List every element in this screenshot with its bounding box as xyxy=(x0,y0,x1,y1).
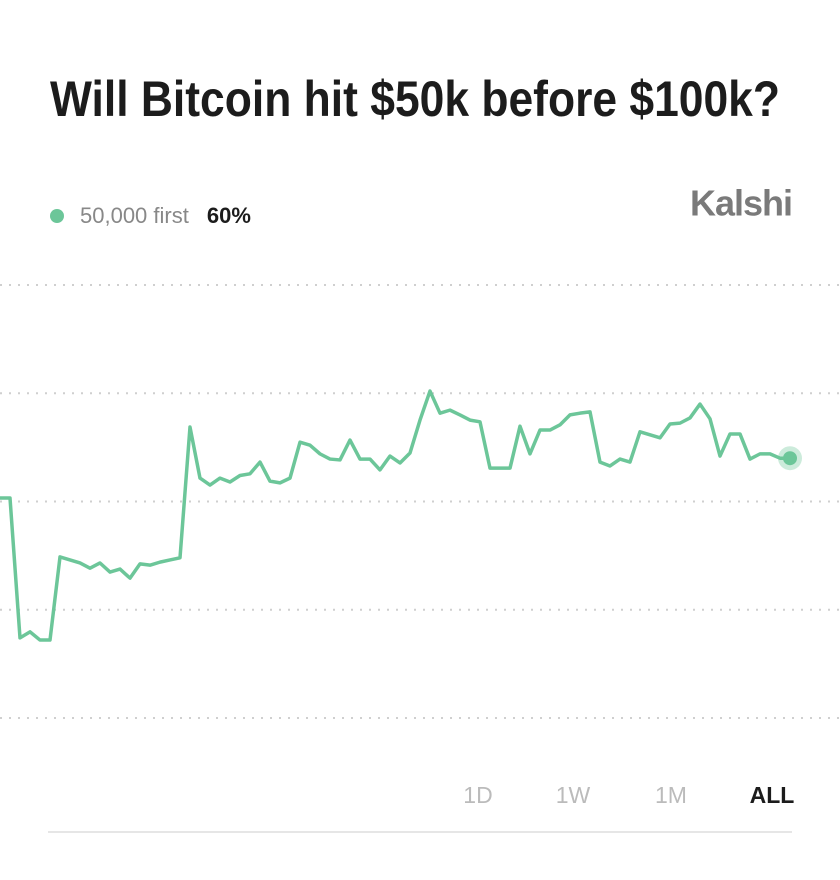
range-button[interactable]: 1W xyxy=(556,782,591,808)
range-button[interactable]: ALL xyxy=(750,782,795,808)
page-title: Will Bitcoin hit $50k before $100k? xyxy=(50,71,780,127)
legend-value: 60% xyxy=(207,203,251,228)
legend-dot xyxy=(50,209,64,223)
price-line xyxy=(0,389,790,642)
brand-logo: Kalshi xyxy=(690,183,792,224)
legend-name: 50,000 first xyxy=(80,203,189,228)
range-button[interactable]: 1D xyxy=(463,782,492,808)
range-button[interactable]: 1M xyxy=(655,782,687,808)
current-dot xyxy=(783,451,797,466)
